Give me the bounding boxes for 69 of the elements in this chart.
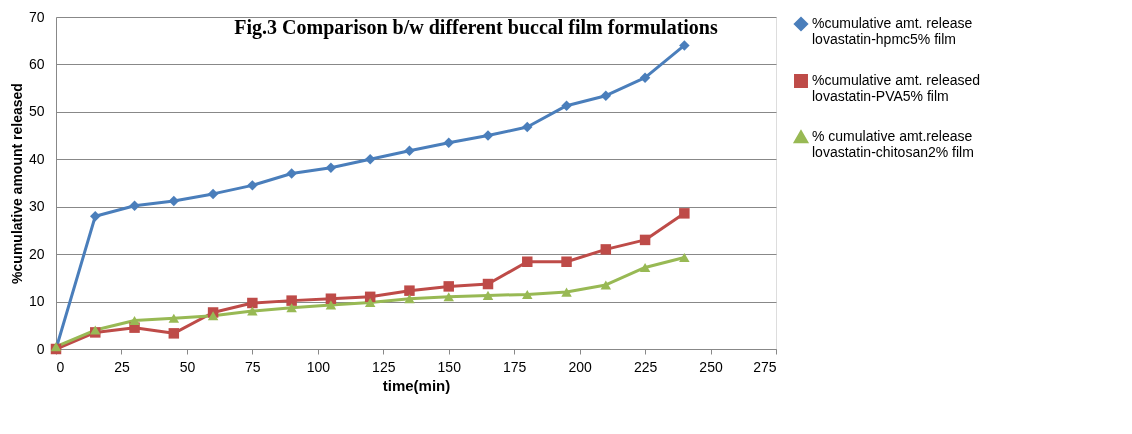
point — [325, 300, 337, 310]
x-tick-label: 175 — [503, 358, 527, 375]
point — [325, 162, 337, 174]
legend-label: % cumulative amt.release lovastatin-chitosan2% film — [812, 128, 974, 160]
point — [404, 285, 415, 296]
point — [600, 90, 612, 101]
x-tick-label: 275 — [753, 358, 777, 375]
point — [443, 292, 454, 302]
x-tick-label: 100 — [306, 358, 331, 375]
point — [364, 154, 376, 165]
y-tick-label: 50 — [28, 103, 45, 120]
point — [600, 280, 612, 290]
x-tick-label: 225 — [633, 358, 658, 375]
point — [522, 289, 533, 299]
point — [90, 210, 101, 222]
x-tick-label: 200 — [568, 358, 593, 375]
point — [639, 234, 651, 246]
point — [522, 256, 533, 267]
point — [168, 313, 180, 323]
x-axis-title: time(min) — [382, 376, 451, 394]
y-tick-label: 0 — [36, 340, 45, 357]
point — [286, 303, 297, 313]
point — [561, 100, 572, 111]
point — [286, 295, 297, 306]
y-tick-label: 10 — [28, 293, 45, 310]
point — [443, 281, 454, 292]
point — [168, 195, 180, 207]
point — [679, 208, 690, 219]
point — [247, 180, 258, 191]
x-tick-label: 25 — [114, 358, 130, 375]
chart-title: Fig.3 Comparison b/w different buccal film formulations — [234, 16, 718, 39]
legend-label: %cumulative amt. released lovastatin-PVA5% film — [812, 72, 981, 104]
point — [207, 188, 219, 200]
y-tick-label: 70 — [28, 8, 45, 25]
point — [482, 290, 494, 300]
x-tick-label: 250 — [699, 358, 723, 375]
legend-label: %cumulative amt. release lovastatin-hpmc5% film — [812, 15, 973, 47]
point — [561, 287, 572, 297]
point — [600, 244, 612, 255]
point — [129, 316, 140, 326]
y-axis-title: %cumulative amount released — [8, 83, 25, 284]
point — [364, 297, 376, 308]
point — [207, 311, 219, 321]
point — [443, 137, 454, 148]
point — [561, 256, 572, 267]
point — [639, 262, 651, 272]
x-tick-label: 50 — [179, 358, 196, 375]
point — [404, 294, 415, 304]
point — [679, 252, 690, 262]
point — [325, 293, 337, 304]
point — [247, 297, 258, 309]
x-tick-label: 75 — [245, 358, 261, 375]
x-tick-label: 0 — [56, 358, 65, 375]
point — [404, 145, 415, 156]
y-tick-label: 40 — [28, 150, 45, 167]
point — [247, 306, 258, 316]
x-tick-label: 150 — [437, 358, 462, 375]
point — [679, 40, 690, 51]
point — [639, 72, 651, 83]
point — [129, 200, 140, 212]
y-tick-label: 30 — [28, 198, 45, 215]
point — [482, 278, 494, 290]
point — [168, 328, 180, 339]
y-tick-label: 60 — [28, 55, 45, 72]
point — [286, 168, 297, 179]
point — [522, 121, 533, 133]
x-tick-label: 125 — [372, 358, 396, 375]
y-tick-label: 20 — [28, 245, 45, 262]
point — [482, 130, 494, 141]
